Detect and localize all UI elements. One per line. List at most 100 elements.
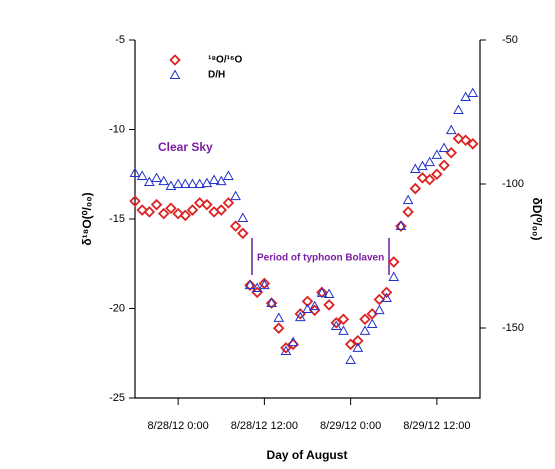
point — [359, 325, 371, 335]
point — [452, 132, 465, 145]
point — [366, 318, 378, 328]
point — [280, 342, 292, 354]
point — [445, 146, 458, 159]
point — [215, 204, 228, 216]
point — [222, 197, 235, 209]
point — [387, 256, 400, 268]
point — [330, 317, 343, 329]
point — [388, 271, 400, 282]
annotation: Period of typhoon Bolaven — [257, 253, 384, 264]
point — [323, 299, 335, 311]
point — [208, 174, 220, 184]
point — [158, 175, 170, 186]
point — [381, 292, 392, 303]
point — [402, 206, 414, 218]
point — [423, 173, 436, 186]
x-tick-label: 8/28/12 0:00 — [148, 420, 209, 432]
point — [409, 163, 421, 174]
point — [230, 190, 241, 201]
point — [265, 297, 278, 309]
legend-label: D/H — [208, 70, 225, 81]
point — [165, 202, 177, 215]
point — [273, 312, 285, 322]
point — [244, 279, 256, 292]
point — [338, 325, 349, 335]
point — [431, 149, 443, 159]
point — [237, 212, 249, 222]
point — [453, 104, 464, 114]
point — [165, 180, 177, 191]
point — [431, 168, 443, 181]
y-tick-label: -5 — [115, 34, 125, 46]
point — [302, 303, 313, 314]
point — [229, 220, 242, 232]
point — [172, 207, 184, 220]
point — [438, 142, 450, 153]
point — [280, 345, 292, 356]
point — [323, 288, 335, 299]
point — [380, 286, 393, 299]
point — [251, 286, 263, 299]
point — [143, 206, 156, 218]
point — [223, 170, 234, 180]
point — [424, 156, 436, 167]
point — [179, 209, 192, 222]
point — [272, 322, 285, 334]
point — [373, 293, 386, 306]
y-tick-label: -25 — [109, 392, 125, 404]
point — [316, 286, 328, 299]
point — [129, 167, 141, 178]
point — [459, 134, 472, 147]
point — [193, 197, 206, 209]
point — [409, 182, 422, 195]
point — [136, 170, 148, 180]
point — [294, 311, 306, 322]
point — [287, 336, 299, 347]
point — [352, 334, 364, 347]
point — [330, 320, 342, 330]
point — [266, 297, 277, 307]
point — [201, 198, 213, 211]
point — [395, 220, 407, 232]
point — [172, 178, 184, 189]
point — [352, 342, 364, 352]
point — [237, 227, 249, 240]
y2-tick-label: -100 — [502, 178, 524, 190]
point — [157, 207, 170, 220]
y-tick-label: -15 — [109, 213, 125, 225]
point — [259, 279, 270, 290]
x-tick-label: 8/29/12 12:00 — [403, 420, 470, 432]
point — [337, 313, 350, 326]
point — [467, 87, 479, 97]
point — [344, 338, 357, 351]
point — [258, 277, 271, 290]
point — [359, 313, 371, 326]
point — [129, 195, 141, 207]
point — [151, 172, 162, 182]
point — [316, 287, 328, 297]
annotation: Clear Sky — [158, 140, 213, 154]
point — [445, 124, 457, 135]
point — [402, 194, 414, 205]
point — [136, 204, 148, 216]
point — [186, 204, 199, 216]
y-tick-label: -20 — [109, 302, 125, 314]
point — [150, 198, 163, 211]
x-tick-label: 8/28/12 12:00 — [231, 420, 298, 432]
point — [395, 220, 407, 231]
legend-marker — [169, 54, 181, 66]
point — [301, 295, 314, 308]
point — [179, 178, 191, 189]
point — [187, 178, 198, 189]
point — [215, 175, 227, 186]
x-tick-label: 8/29/12 0:00 — [320, 420, 381, 432]
point — [467, 138, 479, 150]
y-tick-label: -10 — [109, 123, 125, 135]
legend-marker — [169, 69, 181, 79]
y-axis-label: δ¹⁸O(⁰/₀₀) — [80, 192, 94, 245]
point — [438, 159, 450, 172]
point — [416, 172, 429, 184]
point — [251, 282, 263, 292]
y2-tick-label: -150 — [502, 322, 524, 334]
